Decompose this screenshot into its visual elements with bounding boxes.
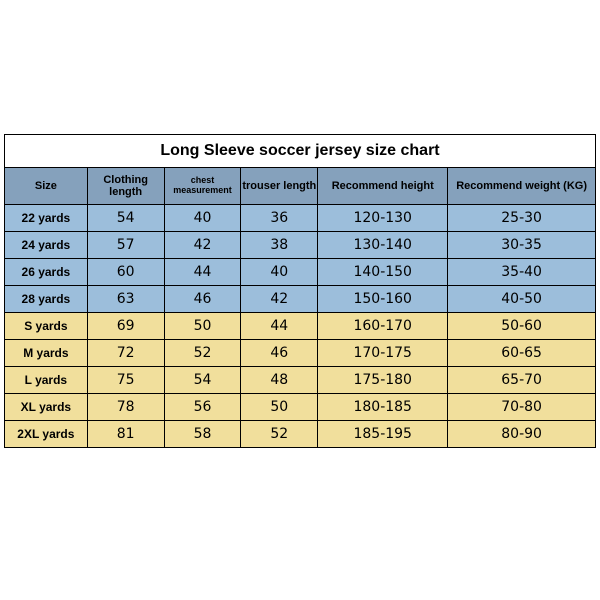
value-cell: 57 — [87, 232, 164, 259]
table-row: L yards755448175-18065-70 — [5, 367, 596, 394]
value-cell: 150-160 — [318, 286, 448, 313]
value-cell: 36 — [241, 205, 318, 232]
value-cell: 69 — [87, 313, 164, 340]
table-row: S yards695044160-17050-60 — [5, 313, 596, 340]
col-length: Clothing length — [87, 168, 164, 205]
value-cell: 58 — [164, 421, 241, 448]
size-cell: 22 yards — [5, 205, 88, 232]
table-row: 2XL yards815852185-19580-90 — [5, 421, 596, 448]
value-cell: 60-65 — [448, 340, 596, 367]
col-size: Size — [5, 168, 88, 205]
value-cell: 180-185 — [318, 394, 448, 421]
title-row: Long Sleeve soccer jersey size chart — [5, 135, 596, 168]
value-cell: 52 — [241, 421, 318, 448]
value-cell: 140-150 — [318, 259, 448, 286]
value-cell: 54 — [164, 367, 241, 394]
value-cell: 72 — [87, 340, 164, 367]
table-row: XL yards785650180-18570-80 — [5, 394, 596, 421]
size-chart-table: Long Sleeve soccer jersey size chart Siz… — [4, 134, 596, 448]
value-cell: 120-130 — [318, 205, 448, 232]
value-cell: 44 — [164, 259, 241, 286]
col-chest: chest measurement — [164, 168, 241, 205]
value-cell: 50 — [241, 394, 318, 421]
value-cell: 170-175 — [318, 340, 448, 367]
col-weight: Recommend weight (KG) — [448, 168, 596, 205]
value-cell: 78 — [87, 394, 164, 421]
value-cell: 63 — [87, 286, 164, 313]
size-cell: L yards — [5, 367, 88, 394]
value-cell: 52 — [164, 340, 241, 367]
value-cell: 38 — [241, 232, 318, 259]
value-cell: 81 — [87, 421, 164, 448]
size-cell: 24 yards — [5, 232, 88, 259]
value-cell: 50 — [164, 313, 241, 340]
value-cell: 75 — [87, 367, 164, 394]
chart-title: Long Sleeve soccer jersey size chart — [5, 135, 596, 168]
value-cell: 30-35 — [448, 232, 596, 259]
page-canvas: Long Sleeve soccer jersey size chart Siz… — [0, 0, 600, 600]
table-row: 22 yards544036120-13025-30 — [5, 205, 596, 232]
value-cell: 44 — [241, 313, 318, 340]
header-row: Size Clothing length chest measurement t… — [5, 168, 596, 205]
value-cell: 70-80 — [448, 394, 596, 421]
value-cell: 54 — [87, 205, 164, 232]
col-trouser: trouser length — [241, 168, 318, 205]
value-cell: 46 — [164, 286, 241, 313]
value-cell: 46 — [241, 340, 318, 367]
table-row: 28 yards634642150-16040-50 — [5, 286, 596, 313]
value-cell: 40 — [241, 259, 318, 286]
value-cell: 35-40 — [448, 259, 596, 286]
size-cell: 26 yards — [5, 259, 88, 286]
value-cell: 48 — [241, 367, 318, 394]
value-cell: 130-140 — [318, 232, 448, 259]
value-cell: 56 — [164, 394, 241, 421]
size-cell: M yards — [5, 340, 88, 367]
value-cell: 65-70 — [448, 367, 596, 394]
col-height: Recommend height — [318, 168, 448, 205]
table-row: 24 yards574238130-14030-35 — [5, 232, 596, 259]
value-cell: 60 — [87, 259, 164, 286]
table-row: M yards725246170-17560-65 — [5, 340, 596, 367]
value-cell: 175-180 — [318, 367, 448, 394]
value-cell: 185-195 — [318, 421, 448, 448]
size-cell: S yards — [5, 313, 88, 340]
value-cell: 42 — [241, 286, 318, 313]
value-cell: 50-60 — [448, 313, 596, 340]
value-cell: 25-30 — [448, 205, 596, 232]
value-cell: 80-90 — [448, 421, 596, 448]
value-cell: 42 — [164, 232, 241, 259]
table-row: 26 yards604440140-15035-40 — [5, 259, 596, 286]
value-cell: 160-170 — [318, 313, 448, 340]
size-cell: XL yards — [5, 394, 88, 421]
size-cell: 28 yards — [5, 286, 88, 313]
value-cell: 40-50 — [448, 286, 596, 313]
size-cell: 2XL yards — [5, 421, 88, 448]
value-cell: 40 — [164, 205, 241, 232]
